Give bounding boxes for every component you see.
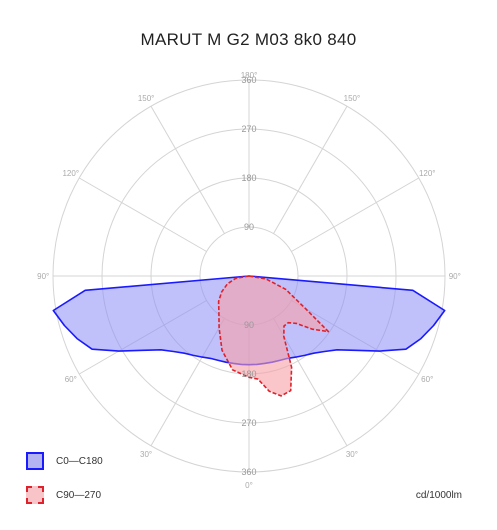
series-layer (52, 275, 446, 397)
angle-label-8: 60° (65, 375, 77, 384)
grid-ray-120 (291, 177, 419, 252)
angle-label-9: 90° (37, 272, 49, 281)
angle-label-4: 60° (421, 375, 433, 384)
ring-label-top-270: 270 (241, 124, 256, 134)
angle-label-3: 90° (449, 272, 461, 281)
grid-ray-150 (273, 106, 348, 234)
legend-label-c0-c180: C0—C180 (56, 455, 103, 467)
angle-label-1: 150° (344, 94, 361, 103)
chart-title: MARUT M G2 M03 8k0 840 (140, 30, 357, 49)
ring-label-bottom-270: 270 (241, 418, 256, 428)
angle-label-7: 30° (140, 450, 152, 459)
ring-label-bottom-180: 180 (241, 369, 256, 379)
axis-labels: 9090180180270270360360180°150°120°90°60°… (37, 71, 461, 490)
series-c90-270 (217, 275, 330, 397)
angle-label-2: 120° (419, 169, 436, 178)
ring-label-bottom-360: 360 (241, 467, 256, 477)
angle-label-10: 120° (62, 169, 79, 178)
angle-label-6: 0° (245, 481, 253, 490)
grid-ray-240 (79, 177, 207, 252)
ring-label-bottom-90: 90 (244, 320, 254, 330)
legend-label-c90-270: C90—270 (56, 489, 102, 501)
angle-label-0: 180° (241, 71, 258, 80)
grid-ray-210 (150, 106, 225, 234)
angle-label-5: 30° (346, 450, 358, 459)
ring-label-top-90: 90 (244, 222, 254, 232)
ring-label-top-360: 360 (241, 75, 256, 85)
angle-label-11: 150° (138, 94, 155, 103)
legend-swatch-c0-c180 (26, 452, 44, 470)
unit-label: cd/1000lm (415, 490, 462, 501)
legend-item-c90-270: C90—270 (26, 486, 101, 504)
legend-swatch-c90-270 (26, 486, 44, 504)
ring-label-top-180: 180 (241, 173, 256, 183)
legend-item-c0-c180: C0—C180 (26, 452, 103, 470)
